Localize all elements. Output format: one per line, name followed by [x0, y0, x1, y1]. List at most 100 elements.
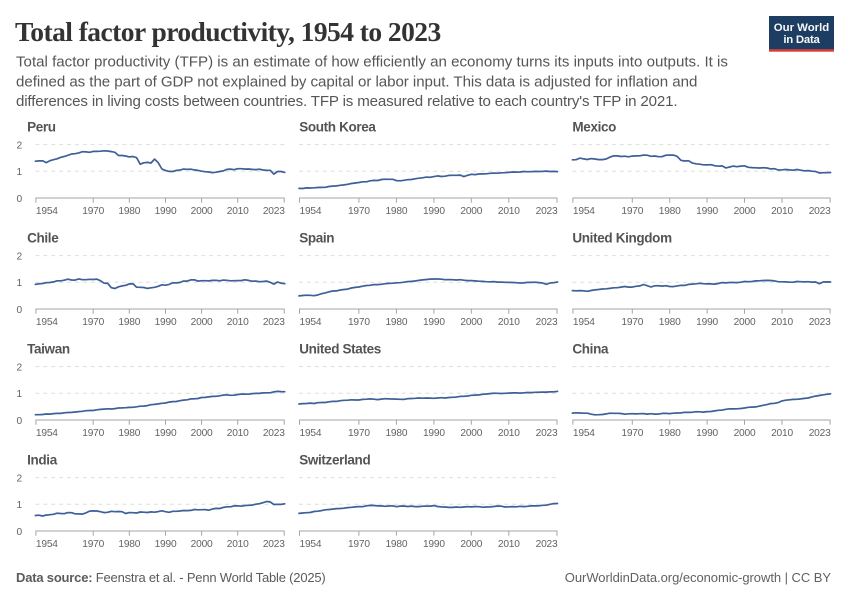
svg-text:2023: 2023 — [809, 317, 831, 328]
svg-text:2000: 2000 — [460, 317, 482, 328]
svg-text:1990: 1990 — [155, 206, 177, 217]
svg-text:2023: 2023 — [536, 206, 558, 217]
svg-text:1980: 1980 — [659, 317, 681, 328]
svg-text:1990: 1990 — [423, 539, 445, 550]
svg-text:Our World: Our World — [774, 22, 830, 34]
svg-text:Total factor productivity, 195: Total factor productivity, 1954 to 2023 — [15, 16, 441, 47]
svg-text:1970: 1970 — [621, 317, 643, 328]
svg-text:1970: 1970 — [621, 206, 643, 217]
svg-text:1980: 1980 — [385, 428, 407, 439]
svg-text:1954: 1954 — [36, 206, 58, 217]
svg-text:1980: 1980 — [118, 317, 140, 328]
svg-text:2000: 2000 — [191, 539, 213, 550]
svg-text:2010: 2010 — [227, 317, 249, 328]
svg-text:1954: 1954 — [300, 206, 322, 217]
svg-text:1954: 1954 — [300, 428, 322, 439]
svg-text:1: 1 — [17, 167, 23, 178]
svg-text:1970: 1970 — [348, 428, 370, 439]
svg-text:OurWorldinData.org/economic-gr: OurWorldinData.org/economic-growth | CC … — [565, 570, 832, 585]
svg-text:2023: 2023 — [263, 539, 285, 550]
svg-text:1990: 1990 — [155, 428, 177, 439]
svg-text:1970: 1970 — [348, 317, 370, 328]
svg-text:1970: 1970 — [82, 206, 104, 217]
svg-text:2000: 2000 — [734, 206, 756, 217]
svg-text:2000: 2000 — [460, 539, 482, 550]
svg-text:1990: 1990 — [696, 428, 718, 439]
svg-text:1954: 1954 — [573, 206, 595, 217]
svg-text:2010: 2010 — [227, 428, 249, 439]
svg-text:1970: 1970 — [348, 206, 370, 217]
svg-text:1980: 1980 — [385, 317, 407, 328]
svg-text:2000: 2000 — [191, 206, 213, 217]
svg-text:Switzerland: Switzerland — [299, 453, 370, 468]
svg-text:2010: 2010 — [498, 428, 520, 439]
svg-text:0: 0 — [17, 194, 23, 205]
svg-text:2: 2 — [17, 473, 23, 484]
svg-text:differences in living costs be: differences in living costs between coun… — [16, 93, 677, 110]
svg-text:2010: 2010 — [498, 206, 520, 217]
svg-text:1980: 1980 — [118, 539, 140, 550]
svg-text:2023: 2023 — [263, 206, 285, 217]
svg-text:2: 2 — [17, 251, 23, 262]
svg-text:Total factor productivity (TFP: Total factor productivity (TFP) is an es… — [16, 54, 728, 71]
svg-text:1980: 1980 — [659, 428, 681, 439]
svg-text:1980: 1980 — [118, 428, 140, 439]
svg-text:1: 1 — [17, 278, 23, 289]
svg-text:in Data: in Data — [783, 34, 820, 46]
svg-text:1970: 1970 — [82, 317, 104, 328]
svg-text:1990: 1990 — [155, 317, 177, 328]
svg-text:1990: 1990 — [696, 317, 718, 328]
svg-text:1980: 1980 — [385, 206, 407, 217]
svg-text:United States: United States — [299, 342, 381, 357]
svg-text:2000: 2000 — [460, 428, 482, 439]
svg-text:2000: 2000 — [734, 428, 756, 439]
svg-text:2023: 2023 — [809, 206, 831, 217]
svg-text:1980: 1980 — [385, 539, 407, 550]
svg-text:2023: 2023 — [263, 428, 285, 439]
svg-text:0: 0 — [17, 416, 23, 427]
svg-text:Taiwan: Taiwan — [27, 342, 70, 357]
svg-text:2023: 2023 — [536, 428, 558, 439]
svg-text:India: India — [27, 453, 58, 468]
svg-text:2000: 2000 — [191, 428, 213, 439]
svg-text:2000: 2000 — [460, 206, 482, 217]
svg-text:1990: 1990 — [696, 206, 718, 217]
svg-text:2000: 2000 — [191, 317, 213, 328]
svg-text:defined as the part of GDP not: defined as the part of GDP not explained… — [16, 73, 697, 90]
svg-text:2010: 2010 — [771, 428, 793, 439]
svg-text:2000: 2000 — [734, 317, 756, 328]
svg-text:1990: 1990 — [155, 539, 177, 550]
svg-text:1954: 1954 — [300, 539, 322, 550]
svg-text:Peru: Peru — [27, 120, 56, 135]
svg-text:1954: 1954 — [573, 428, 595, 439]
svg-text:0: 0 — [17, 305, 23, 316]
svg-text:1954: 1954 — [300, 317, 322, 328]
svg-text:1970: 1970 — [82, 428, 104, 439]
svg-text:2023: 2023 — [263, 317, 285, 328]
svg-text:1954: 1954 — [36, 317, 58, 328]
svg-text:2010: 2010 — [498, 317, 520, 328]
svg-text:1990: 1990 — [423, 206, 445, 217]
svg-text:1990: 1990 — [423, 428, 445, 439]
svg-text:2010: 2010 — [227, 539, 249, 550]
svg-text:2010: 2010 — [771, 206, 793, 217]
svg-text:2023: 2023 — [536, 539, 558, 550]
svg-text:Chile: Chile — [27, 231, 59, 246]
svg-text:Spain: Spain — [299, 231, 334, 246]
svg-text:2: 2 — [17, 362, 23, 373]
svg-text:1: 1 — [17, 389, 23, 400]
svg-text:2010: 2010 — [771, 317, 793, 328]
svg-text:1990: 1990 — [423, 317, 445, 328]
svg-text:1980: 1980 — [659, 206, 681, 217]
svg-text:1: 1 — [17, 500, 23, 511]
svg-text:Mexico: Mexico — [572, 120, 616, 135]
svg-text:2: 2 — [17, 140, 23, 151]
svg-text:2023: 2023 — [536, 317, 558, 328]
svg-text:2010: 2010 — [227, 206, 249, 217]
svg-text:1954: 1954 — [36, 428, 58, 439]
svg-text:2023: 2023 — [809, 428, 831, 439]
svg-text:1970: 1970 — [82, 539, 104, 550]
svg-text:1970: 1970 — [348, 539, 370, 550]
svg-text:1954: 1954 — [36, 539, 58, 550]
svg-text:South Korea: South Korea — [299, 120, 376, 135]
